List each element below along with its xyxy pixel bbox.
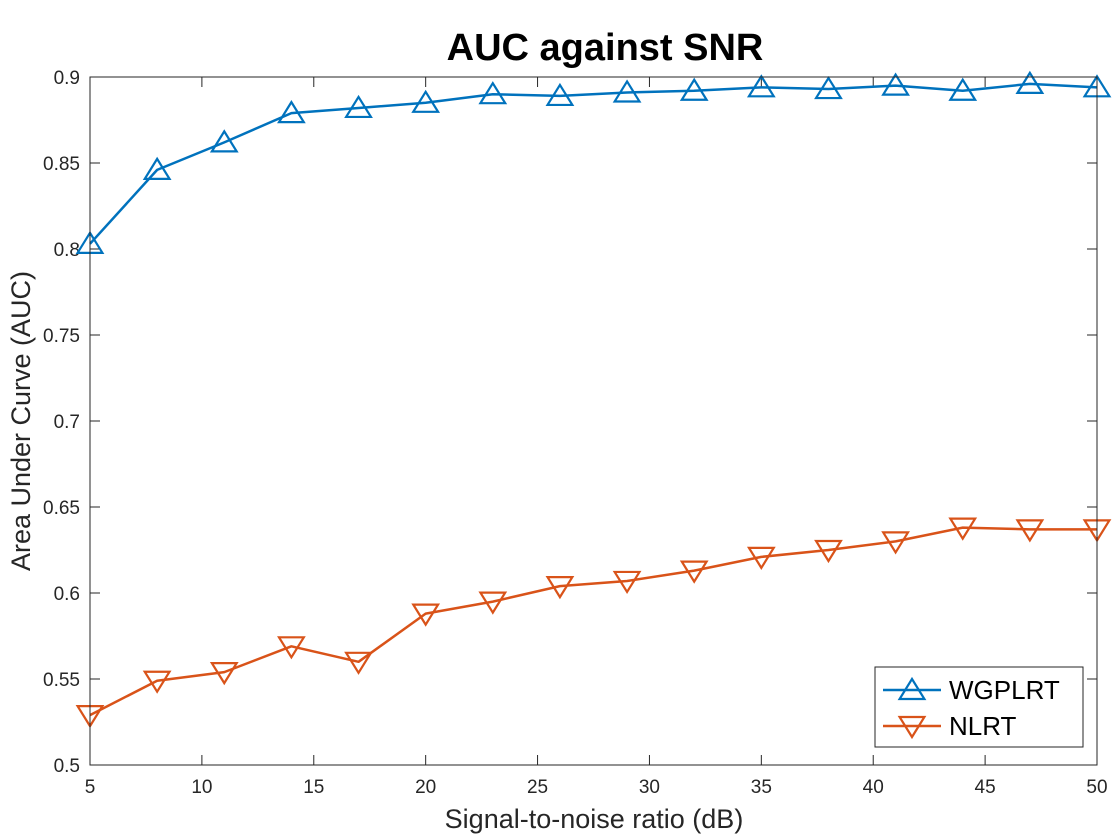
y-tick-label: 0.6 bbox=[54, 584, 80, 605]
data-point-nlrt bbox=[1015, 519, 1045, 543]
legend-item-nlrt: NLRT bbox=[883, 711, 1017, 741]
data-point-wgplrt bbox=[344, 94, 373, 119]
legend: WGPLRT NLRT bbox=[874, 666, 1084, 748]
data-point-wgplrt bbox=[679, 77, 709, 101]
data-point-wgplrt bbox=[948, 77, 978, 101]
y-tick-label: 0.9 bbox=[54, 68, 80, 89]
legend-label: NLRT bbox=[949, 711, 1017, 741]
data-point-nlrt bbox=[948, 517, 978, 541]
y-tick-label: 0.8 bbox=[54, 240, 80, 261]
y-tick-label: 0.7 bbox=[54, 412, 80, 433]
data-point-wgplrt bbox=[478, 81, 508, 105]
data-point-wgplrt bbox=[411, 89, 441, 113]
y-tick-label: 0.55 bbox=[43, 670, 80, 691]
series-line-wgplrt bbox=[89, 82, 1098, 245]
y-tick-label: 0.5 bbox=[54, 756, 80, 777]
x-tick-label: 10 bbox=[191, 777, 212, 798]
data-point-wgplrt bbox=[142, 156, 172, 180]
data-point-nlrt bbox=[478, 591, 508, 615]
plot-area bbox=[75, 70, 1112, 729]
x-tick-label: 30 bbox=[639, 777, 660, 798]
x-tick-label: 25 bbox=[527, 777, 548, 798]
x-tick-label: 40 bbox=[863, 777, 884, 798]
x-tick-label: 15 bbox=[303, 777, 324, 798]
x-axis-label: Signal-to-noise ratio (dB) bbox=[445, 804, 744, 834]
x-tick-label: 35 bbox=[751, 777, 772, 798]
axes-box bbox=[89, 76, 1098, 766]
legend-item-wgplrt: WGPLRT bbox=[883, 675, 1060, 705]
data-point-wgplrt bbox=[277, 100, 306, 124]
data-point-nlrt bbox=[142, 670, 172, 694]
data-point-nlrt bbox=[545, 576, 575, 600]
x-tick-label: 50 bbox=[1086, 777, 1107, 798]
chart-title: AUC against SNR bbox=[447, 27, 764, 69]
legend-marker-sample bbox=[897, 715, 927, 740]
data-point-wgplrt bbox=[209, 129, 239, 153]
series-line-nlrt bbox=[89, 526, 1097, 717]
data-point-wgplrt bbox=[881, 72, 910, 96]
data-point-nlrt bbox=[411, 603, 441, 627]
data-point-nlrt bbox=[209, 662, 239, 686]
series-wgplrt bbox=[75, 70, 1112, 254]
data-point-nlrt bbox=[344, 651, 373, 675]
data-point-nlrt bbox=[277, 636, 306, 660]
y-tick-label: 0.75 bbox=[43, 326, 80, 347]
data-point-wgplrt bbox=[814, 75, 843, 100]
y-tick-label: 0.65 bbox=[43, 498, 80, 519]
data-point-nlrt bbox=[746, 546, 776, 570]
data-point-nlrt bbox=[679, 560, 709, 584]
series-nlrt bbox=[75, 517, 1112, 729]
y-tick-label: 0.85 bbox=[43, 154, 80, 175]
x-tick-label: 45 bbox=[975, 777, 996, 798]
data-point-wgplrt bbox=[612, 79, 642, 103]
y-axis-label: Area Under Curve (AUC) bbox=[6, 271, 36, 571]
tick-layer: 5 10 15 20 25 30 35 40 45 50 0.5 0.55 0.6 0.65 0.7 0.75… bbox=[43, 68, 1108, 798]
data-point-nlrt bbox=[881, 531, 910, 555]
data-point-wgplrt bbox=[545, 82, 575, 107]
legend-marker-sample bbox=[897, 676, 927, 701]
x-tick-label: 5 bbox=[85, 777, 96, 798]
data-point-wgplrt bbox=[746, 74, 776, 98]
data-point-wgplrt bbox=[1015, 70, 1045, 94]
data-point-nlrt bbox=[814, 539, 843, 564]
data-point-nlrt bbox=[612, 570, 642, 595]
x-tick-label: 20 bbox=[415, 777, 436, 798]
legend-label: WGPLRT bbox=[949, 675, 1060, 705]
